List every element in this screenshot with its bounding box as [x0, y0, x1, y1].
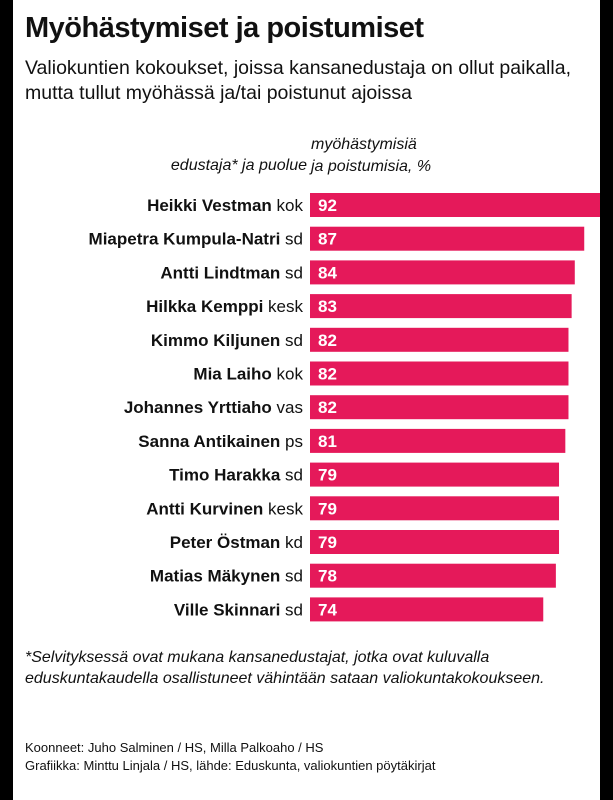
- bar-value-label: 87: [318, 230, 337, 249]
- category-label: Johannes Yrttiaho vas: [124, 398, 303, 417]
- category-label: Heikki Vestman kok: [147, 196, 303, 215]
- credits-graphics-source: Grafiikka: Minttu Linjala / HS, lähde: E…: [25, 758, 436, 773]
- party-abbreviation: kok: [277, 365, 304, 384]
- credits-authors: Koonneet: Juho Salminen / HS, Milla Palk…: [25, 740, 324, 755]
- representative-name: Mia Laiho: [193, 365, 276, 384]
- party-abbreviation: kok: [277, 196, 304, 215]
- bar-value-label: 79: [318, 533, 337, 552]
- party-abbreviation: sd: [285, 567, 303, 586]
- bar-3: [310, 260, 575, 285]
- bar-value-label: 78: [318, 567, 337, 586]
- category-label: Hilkka Kemppi kesk: [146, 297, 303, 316]
- representative-name: Sanna Antikainen: [138, 432, 285, 451]
- bar-11: [310, 530, 560, 554]
- representative-name: Timo Harakka: [169, 466, 285, 485]
- category-label: Ville Skinnari sd: [174, 600, 303, 619]
- footnote: *Selvityksessä ovat mukana kansanedustaj…: [25, 649, 545, 687]
- bar-6: [310, 361, 569, 386]
- party-abbreviation: sd: [285, 600, 303, 619]
- category-label: Miapetra Kumpula-Natri sd: [89, 230, 303, 249]
- bar-value-label: 82: [318, 365, 337, 384]
- representative-name: Peter Östman: [170, 533, 285, 552]
- category-label: Peter Östman kd: [170, 533, 303, 552]
- party-abbreviation: kesk: [268, 297, 303, 316]
- bar-value-label: 82: [318, 331, 337, 350]
- party-abbreviation: ps: [285, 432, 303, 451]
- column-header-percent-line2: ja poistumisia, %: [311, 158, 432, 175]
- bar-10: [310, 496, 560, 521]
- party-abbreviation: kesk: [268, 499, 303, 518]
- category-label: Antti Kurvinen kesk: [146, 499, 303, 518]
- column-header-representative: edustaja* ja puolue: [170, 157, 307, 174]
- party-abbreviation: sd: [285, 230, 303, 249]
- bar-value-label: 81: [318, 432, 337, 451]
- representative-name: Heikki Vestman: [147, 196, 276, 215]
- category-label: Matias Mäkynen sd: [150, 567, 303, 586]
- party-abbreviation: vas: [277, 398, 303, 417]
- infographic-panel: Myöhästymiset ja poistumiset Valiokuntie…: [13, 0, 600, 800]
- category-label: Sanna Antikainen ps: [138, 432, 303, 451]
- bar-9: [310, 462, 560, 487]
- representative-name: Kimmo Kiljunen: [151, 331, 285, 350]
- bar-value-label: 92: [318, 196, 337, 215]
- chart-subtitle: Valiokuntien kokoukset, joissa kansanedu…: [25, 57, 571, 104]
- representative-name: Johannes Yrttiaho: [124, 398, 277, 417]
- column-header-percent-line1: myöhästymisiä: [311, 136, 417, 153]
- representative-name: Matias Mäkynen: [150, 567, 285, 586]
- bar-13: [310, 597, 544, 622]
- chart-title: Myöhästymiset ja poistumiset: [25, 12, 424, 44]
- representative-name: Hilkka Kemppi: [146, 297, 268, 316]
- bar-12: [310, 563, 556, 588]
- representative-name: Antti Lindtman: [160, 263, 285, 282]
- bar-value-label: 79: [318, 466, 337, 485]
- bar-1: [310, 193, 600, 217]
- party-abbreviation: kd: [285, 533, 303, 552]
- category-label: Mia Laiho kok: [193, 365, 303, 384]
- party-abbreviation: sd: [285, 466, 303, 485]
- representative-name: Antti Kurvinen: [146, 499, 268, 518]
- bar-2: [310, 226, 585, 251]
- bar-value-label: 82: [318, 398, 337, 417]
- representative-name: Miapetra Kumpula-Natri: [89, 230, 285, 249]
- bar-chart: 92 Heikki Vestman kok 87 Miapetra Kumpula-N…: [89, 193, 600, 622]
- representative-name: Ville Skinnari: [174, 600, 285, 619]
- party-abbreviation: sd: [285, 331, 303, 350]
- column-header-percent: myöhästymisiä ja poistumisia, %: [311, 134, 431, 178]
- bar-4: [310, 294, 572, 319]
- bar-value-label: 84: [318, 263, 337, 282]
- category-label: Timo Harakka sd: [169, 466, 303, 485]
- bar-8: [310, 428, 566, 453]
- category-label: Antti Lindtman sd: [160, 263, 303, 282]
- credits: Koonneet: Juho Salminen / HS, Milla Palk…: [25, 739, 595, 775]
- category-label: Kimmo Kiljunen sd: [151, 331, 303, 350]
- bar-value-label: 83: [318, 297, 337, 316]
- bar-7: [310, 395, 569, 420]
- party-abbreviation: sd: [285, 263, 303, 282]
- bar-value-label: 74: [318, 600, 337, 619]
- bar-5: [310, 327, 569, 352]
- bar-value-label: 79: [318, 499, 337, 518]
